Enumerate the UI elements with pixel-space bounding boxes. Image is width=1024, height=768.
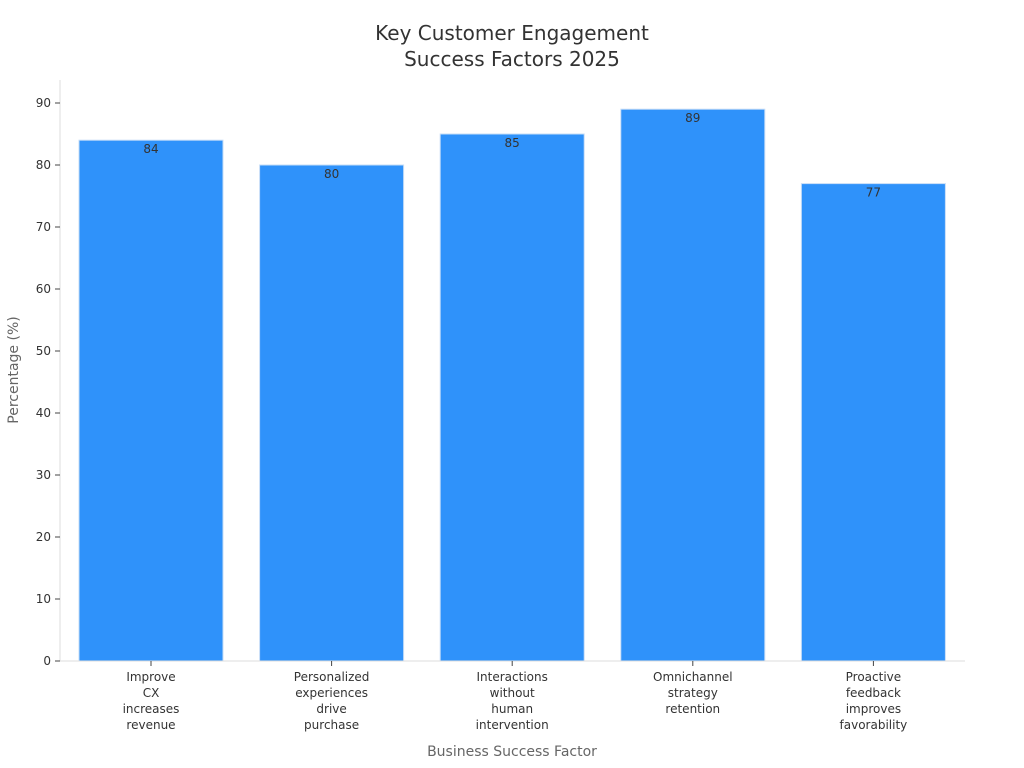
x-tick-label-line: CX (143, 686, 160, 700)
x-tick-label-line: strategy (668, 686, 718, 700)
data-label-2: 80 (324, 167, 339, 181)
bar-4 (620, 108, 766, 662)
x-tick-label-line: favorability (840, 718, 908, 732)
y-tick-label-10: 10 (36, 592, 51, 606)
bars-group (78, 108, 946, 662)
x-tick-label-line: revenue (126, 718, 175, 732)
bar-3 (439, 133, 585, 662)
x-tick-label-5: Proactive feedback improves favorability (840, 670, 908, 732)
y-tick-label-90: 90 (36, 96, 51, 110)
y-axis-title: Percentage (%) (6, 316, 22, 423)
x-tick-label-line: improves (846, 702, 901, 716)
x-axis-title: Business Success Factor (427, 744, 597, 760)
x-tick-label-line: human (491, 702, 533, 716)
x-tick-label-line: without (490, 686, 535, 700)
x-tick-label-3: Interactions without human intervention (476, 670, 549, 732)
data-label-3: 85 (505, 136, 520, 150)
x-tick-label-line: Improve (126, 670, 175, 684)
data-label-1: 84 (143, 142, 158, 156)
y-axis-ticks: 0 10 20 30 40 50 60 70 80 90 (36, 96, 60, 668)
y-tick-label-0: 0 (43, 654, 51, 668)
data-label-4: 89 (685, 111, 700, 125)
bar-2 (259, 164, 405, 662)
y-tick-label-70: 70 (36, 220, 51, 234)
x-tick-label-line: retention (665, 702, 720, 716)
x-tick-label-line: drive (316, 702, 346, 716)
x-tick-label-line: feedback (846, 686, 901, 700)
x-tick-label-line: purchase (304, 718, 359, 732)
y-tick-label-20: 20 (36, 530, 51, 544)
chart-title-line-2: Success Factors 2025 (404, 47, 620, 71)
x-axis-ticks: Improve CX increases revenue Personalized exp… (123, 661, 908, 732)
y-tick-label-30: 30 (36, 468, 51, 482)
x-tick-label-4: Omnichannel strategy retention (653, 670, 733, 716)
x-tick-label-line: Proactive (846, 670, 902, 684)
x-tick-label-line: increases (123, 702, 180, 716)
y-tick-label-50: 50 (36, 344, 51, 358)
x-tick-label-line: Omnichannel (653, 670, 733, 684)
y-tick-label-60: 60 (36, 282, 51, 296)
chart-title-line-1: Key Customer Engagement (375, 21, 649, 45)
x-tick-label-1: Improve CX increases revenue (123, 670, 180, 732)
x-tick-label-line: Interactions (477, 670, 548, 684)
y-tick-label-80: 80 (36, 158, 51, 172)
x-tick-label-line: Personalized (294, 670, 370, 684)
bar-1 (78, 139, 224, 662)
x-tick-label-2: Personalized experiences drive purchase (294, 670, 370, 732)
bar-5 (800, 183, 946, 662)
data-label-5: 77 (866, 186, 881, 200)
x-tick-label-line: experiences (295, 686, 368, 700)
x-tick-label-line: intervention (476, 718, 549, 732)
data-labels-group: 84 80 85 89 77 (143, 111, 881, 199)
y-tick-label-40: 40 (36, 406, 51, 420)
